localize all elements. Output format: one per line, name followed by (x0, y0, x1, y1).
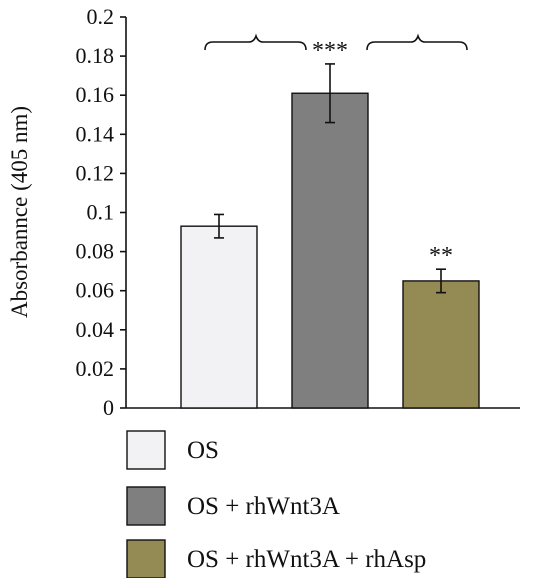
bar (402, 280, 480, 409)
bars: ***** (180, 38, 480, 409)
bracket-left (204, 33, 307, 51)
legend-label: OS (187, 437, 219, 464)
y-tick-label: 0 (103, 395, 114, 420)
significance-label: ** (429, 243, 453, 269)
y-tick-label: 0.02 (76, 356, 115, 381)
legend-label: OS + rhWnt3A + rhAsp (187, 546, 426, 573)
y-tick-label: 0.12 (76, 160, 115, 185)
y-tick-label: 0.04 (76, 317, 115, 342)
legend-label: OS + rhWnt3A (187, 493, 340, 520)
significance-brackets (204, 33, 468, 51)
y-tick-label: 0.18 (76, 43, 115, 68)
y-tick-label: 0.16 (76, 82, 115, 107)
legend: OS OS + rhWnt3A OS + rhWnt3A + rhAsp (126, 430, 426, 578)
y-axis-label: Absorbannce (405 nm) (7, 106, 32, 318)
y-tick-label: 0.1 (87, 200, 115, 225)
bar (291, 92, 369, 409)
bracket-right (366, 33, 468, 51)
y-tick-label: 0.06 (76, 278, 115, 303)
y-tick-label: 0.2 (87, 4, 115, 29)
legend-swatch (126, 486, 166, 526)
y-tick-label: 0.08 (76, 239, 115, 264)
legend-swatch (126, 539, 166, 578)
significance-label: *** (312, 38, 348, 64)
bar (180, 225, 258, 409)
legend-swatch (126, 430, 166, 470)
y-tick-label: 0.14 (76, 121, 115, 146)
y-axis: 0 0.02 0.04 0.06 0.08 0.1 0.12 0.14 0.16 0.18 0.2 (76, 4, 520, 420)
